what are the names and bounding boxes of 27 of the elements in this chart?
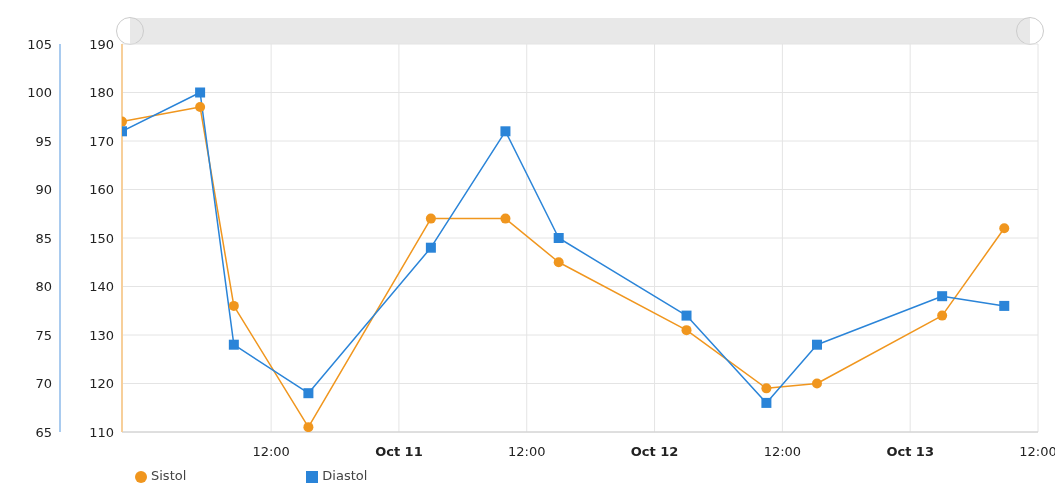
y2-tick-label: 70 (35, 376, 52, 392)
y2-tick-label: 90 (35, 182, 52, 198)
y-tick-label: 130 (89, 327, 114, 343)
y-tick-label: 110 (89, 424, 114, 440)
x-tick-label: Oct 11 (375, 444, 423, 459)
x-tick-label: 12:00 (763, 444, 802, 459)
y2-tick-label: 65 (35, 424, 52, 440)
y-tick-label: 120 (89, 376, 114, 392)
y2-tick-label: 95 (35, 133, 52, 149)
y-tick-label: 190 (89, 36, 114, 52)
y-tick-label: 170 (89, 133, 114, 149)
y-tick-label: 180 (89, 85, 114, 101)
y2-tick-label: 80 (35, 279, 52, 295)
y2-tick-label: 100 (27, 85, 52, 101)
y-tick-label: 140 (89, 279, 114, 295)
y-tick-label: 160 (89, 182, 114, 198)
x-tick-label: 12:00 (1019, 444, 1057, 459)
y2-tick-label: 75 (35, 327, 52, 343)
x-tick-label: 12:00 (252, 444, 290, 459)
legend-label: Diastol (322, 468, 368, 483)
x-tick-label: 12:00 (508, 444, 546, 459)
x-tick-label: Oct 12 (630, 444, 679, 459)
x-tick-label: Oct 13 (886, 444, 934, 459)
y-tick-label: 150 (89, 230, 114, 246)
legend-label: Sistol (151, 468, 187, 483)
y2-tick-label: 85 (35, 230, 52, 246)
y2-tick-label: 105 (27, 36, 52, 52)
